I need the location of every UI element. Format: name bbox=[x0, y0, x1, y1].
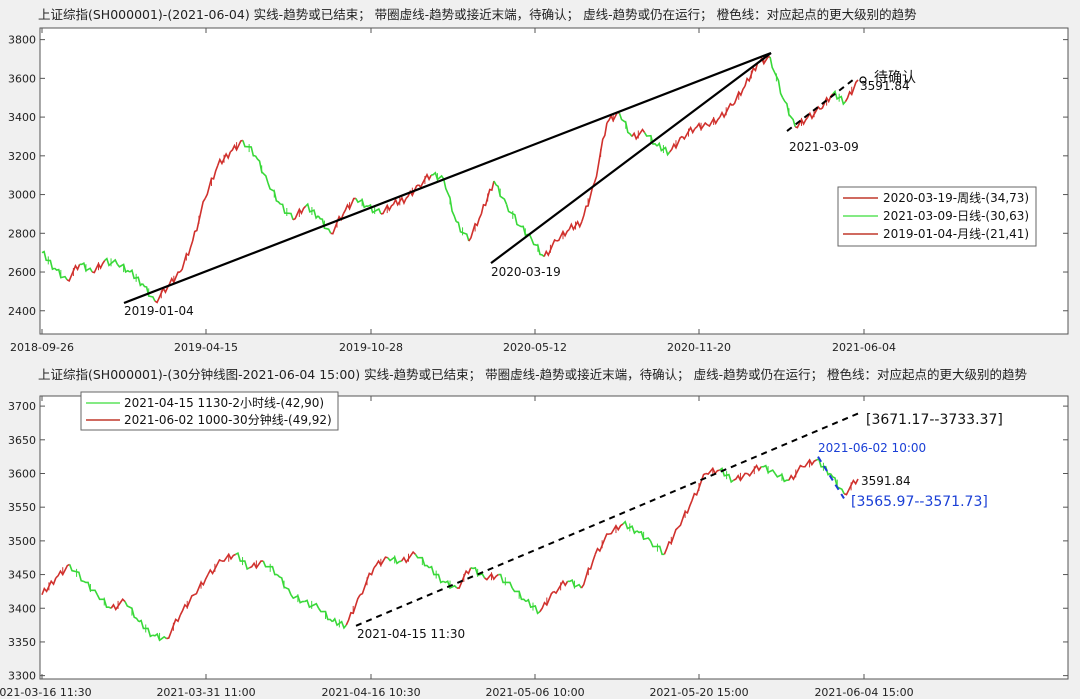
annotation-2020-03-19: 2020-03-19 bbox=[491, 265, 561, 279]
target-range-label: [3671.17--3733.37] bbox=[866, 412, 1003, 428]
x-tick-label: 2021-05-20 15:00 bbox=[649, 686, 748, 699]
plot-area bbox=[39, 395, 1069, 680]
legend-panel-1: 2020-03-19-周线-(34,73) 2021-03-09-日线-(30,6… bbox=[837, 186, 1037, 247]
x-tick-label: 2020-11-20 bbox=[667, 341, 731, 354]
price-series bbox=[41, 457, 859, 642]
y-tick-label: 2400 bbox=[8, 305, 36, 318]
x-tick-label: 2021-06-04 bbox=[832, 341, 896, 354]
pivot-range-label: [3565.97--3571.73] bbox=[851, 494, 988, 510]
legend-panel-2: 2021-04-15 1130-2小时线-(42,90) 2021-06-02 1… bbox=[80, 391, 339, 431]
y-tick-label: 3650 bbox=[8, 434, 36, 447]
legend-entry: 2019-01-04-月线-(21,41) bbox=[883, 227, 1029, 241]
x-tick-label: 2021-06-04 15:00 bbox=[814, 686, 913, 699]
annotation-2019-01-04: 2019-01-04 bbox=[124, 304, 194, 318]
trend-line-3 bbox=[786, 77, 856, 132]
last-price-label: 3591.84 bbox=[860, 79, 910, 93]
y-tick-label: 2600 bbox=[8, 266, 36, 279]
y-tick-label: 3450 bbox=[8, 569, 36, 582]
legend-entry: 2021-03-09-日线-(30,63) bbox=[883, 209, 1029, 223]
chart-panel-1: 上证综指(SH000001)-(2021-06-04) 实线-趋势或已结束； 带… bbox=[8, 7, 1069, 354]
legend-entry: 2021-04-15 1130-2小时线-(42,90) bbox=[124, 396, 324, 410]
chart-title: 上证综指(SH000001)-(2021-06-04) 实线-趋势或已结束； 带… bbox=[38, 7, 917, 22]
y-tick-label: 3700 bbox=[8, 400, 36, 413]
trend-line-1 bbox=[123, 51, 772, 305]
y-tick-label: 3200 bbox=[8, 150, 36, 163]
y-tick-label: 3350 bbox=[8, 636, 36, 649]
y-tick-label: 3300 bbox=[8, 670, 36, 683]
x-tick-label: 2021-03-16 11:30 bbox=[0, 686, 92, 699]
y-tick-label: 3800 bbox=[8, 34, 36, 47]
pending-circle-marker bbox=[859, 76, 867, 84]
y-tick-label: 3000 bbox=[8, 189, 36, 202]
x-tick-label: 2021-04-16 10:30 bbox=[321, 686, 420, 699]
x-tick-label: 2021-05-06 10:00 bbox=[485, 686, 584, 699]
legend-entry: 2020-03-19-周线-(34,73) bbox=[883, 191, 1029, 205]
y-tick-label: 2800 bbox=[8, 227, 36, 240]
y-tick-label: 3600 bbox=[8, 72, 36, 85]
x-tick-label: 2019-04-15 bbox=[174, 341, 238, 354]
legend-entry: 2021-06-02 1000-30分钟线-(49,92) bbox=[124, 412, 332, 427]
x-tick-label: 2020-05-12 bbox=[503, 341, 567, 354]
legend-box bbox=[80, 391, 339, 431]
chart-title: 上证综指(SH000001)-(30分钟线图-2021-06-04 15:00)… bbox=[38, 367, 1028, 382]
annotation-start-point: 2021-04-15 11:30 bbox=[357, 627, 465, 641]
trend-line-2 bbox=[817, 456, 845, 499]
y-tick-label: 3550 bbox=[8, 501, 36, 514]
y-tick-label: 3600 bbox=[8, 467, 36, 480]
last-price-label: 3591.84 bbox=[861, 474, 911, 488]
x-tick-label: 2021-03-31 11:00 bbox=[156, 686, 255, 699]
x-tick-label: 2019-10-28 bbox=[339, 341, 403, 354]
y-tick-label: 3500 bbox=[8, 535, 36, 548]
chart-panel-2: 上证综指(SH000001)-(30分钟线图-2021-06-04 15:00)… bbox=[0, 367, 1069, 699]
trend-line-2 bbox=[490, 52, 772, 264]
pivot-time-label: 2021-06-02 10:00 bbox=[818, 441, 926, 455]
y-tick-label: 3400 bbox=[8, 602, 36, 615]
y-tick-label: 3400 bbox=[8, 111, 36, 124]
annotation-2021-03-09: 2021-03-09 bbox=[789, 140, 859, 154]
pending-confirm-label: 待确认 bbox=[874, 70, 916, 86]
trend-line-1 bbox=[355, 412, 859, 627]
x-tick-label: 2018-09-26 bbox=[10, 341, 74, 354]
